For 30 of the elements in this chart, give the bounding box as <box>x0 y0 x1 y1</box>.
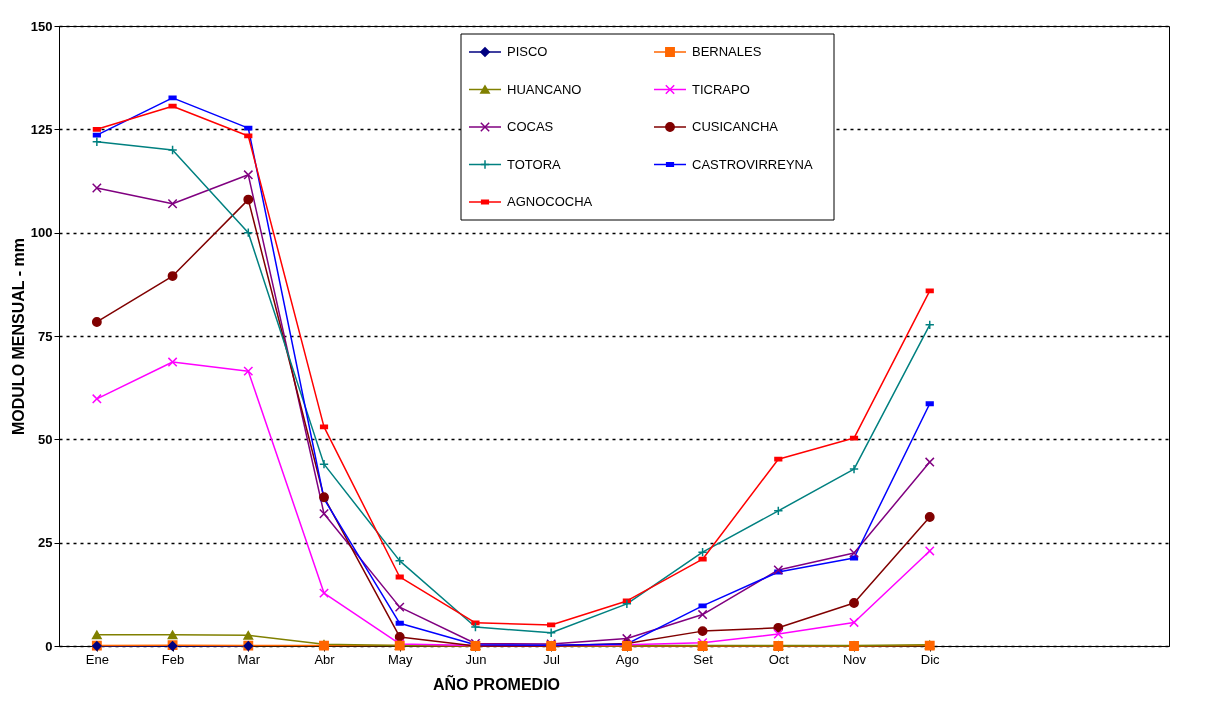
x-tick-label: Feb <box>161 651 185 667</box>
y-tick-label: 0 <box>45 638 53 654</box>
x-tick-label: Ago <box>615 651 639 667</box>
y-axis-title: MODULO MENSUAL - mm <box>9 237 27 436</box>
legend-label: CASTROVIRREYNA <box>692 156 813 172</box>
y-tick-label: 150 <box>30 18 53 34</box>
y-tick-label: 125 <box>30 121 53 137</box>
x-tick-label: Oct <box>768 651 790 667</box>
x-tick-label: Ene <box>85 651 109 667</box>
legend-label: COCAS <box>507 119 554 134</box>
x-tick-label: Set <box>693 651 714 667</box>
legend-label: HUANCANO <box>507 81 582 97</box>
x-tick-label: Abr <box>314 651 336 667</box>
legend-label: CUSICANCHA <box>692 119 779 134</box>
legend-label: AGNOCOCHA <box>507 194 593 209</box>
x-tick-label: Mar <box>237 651 261 667</box>
x-tick-label: Dic <box>920 651 941 667</box>
x-axis-title: AÑO PROMEDIO <box>432 673 561 693</box>
y-tick-label: 50 <box>38 431 53 447</box>
x-tick-label: Nov <box>842 651 867 667</box>
legend-label: TOTORA <box>507 156 562 172</box>
legend-label: PISCO <box>507 44 548 59</box>
x-tick-label: Jun <box>465 651 487 667</box>
x-tick-label: Jul <box>543 651 561 667</box>
legend-label: TICRAPO <box>692 81 750 97</box>
legend-label: BERNALES <box>692 44 762 59</box>
x-tick-label: May <box>387 651 413 667</box>
y-tick-label: 75 <box>38 328 53 344</box>
y-tick-label: 25 <box>38 535 53 551</box>
y-tick-label: 100 <box>30 225 53 241</box>
